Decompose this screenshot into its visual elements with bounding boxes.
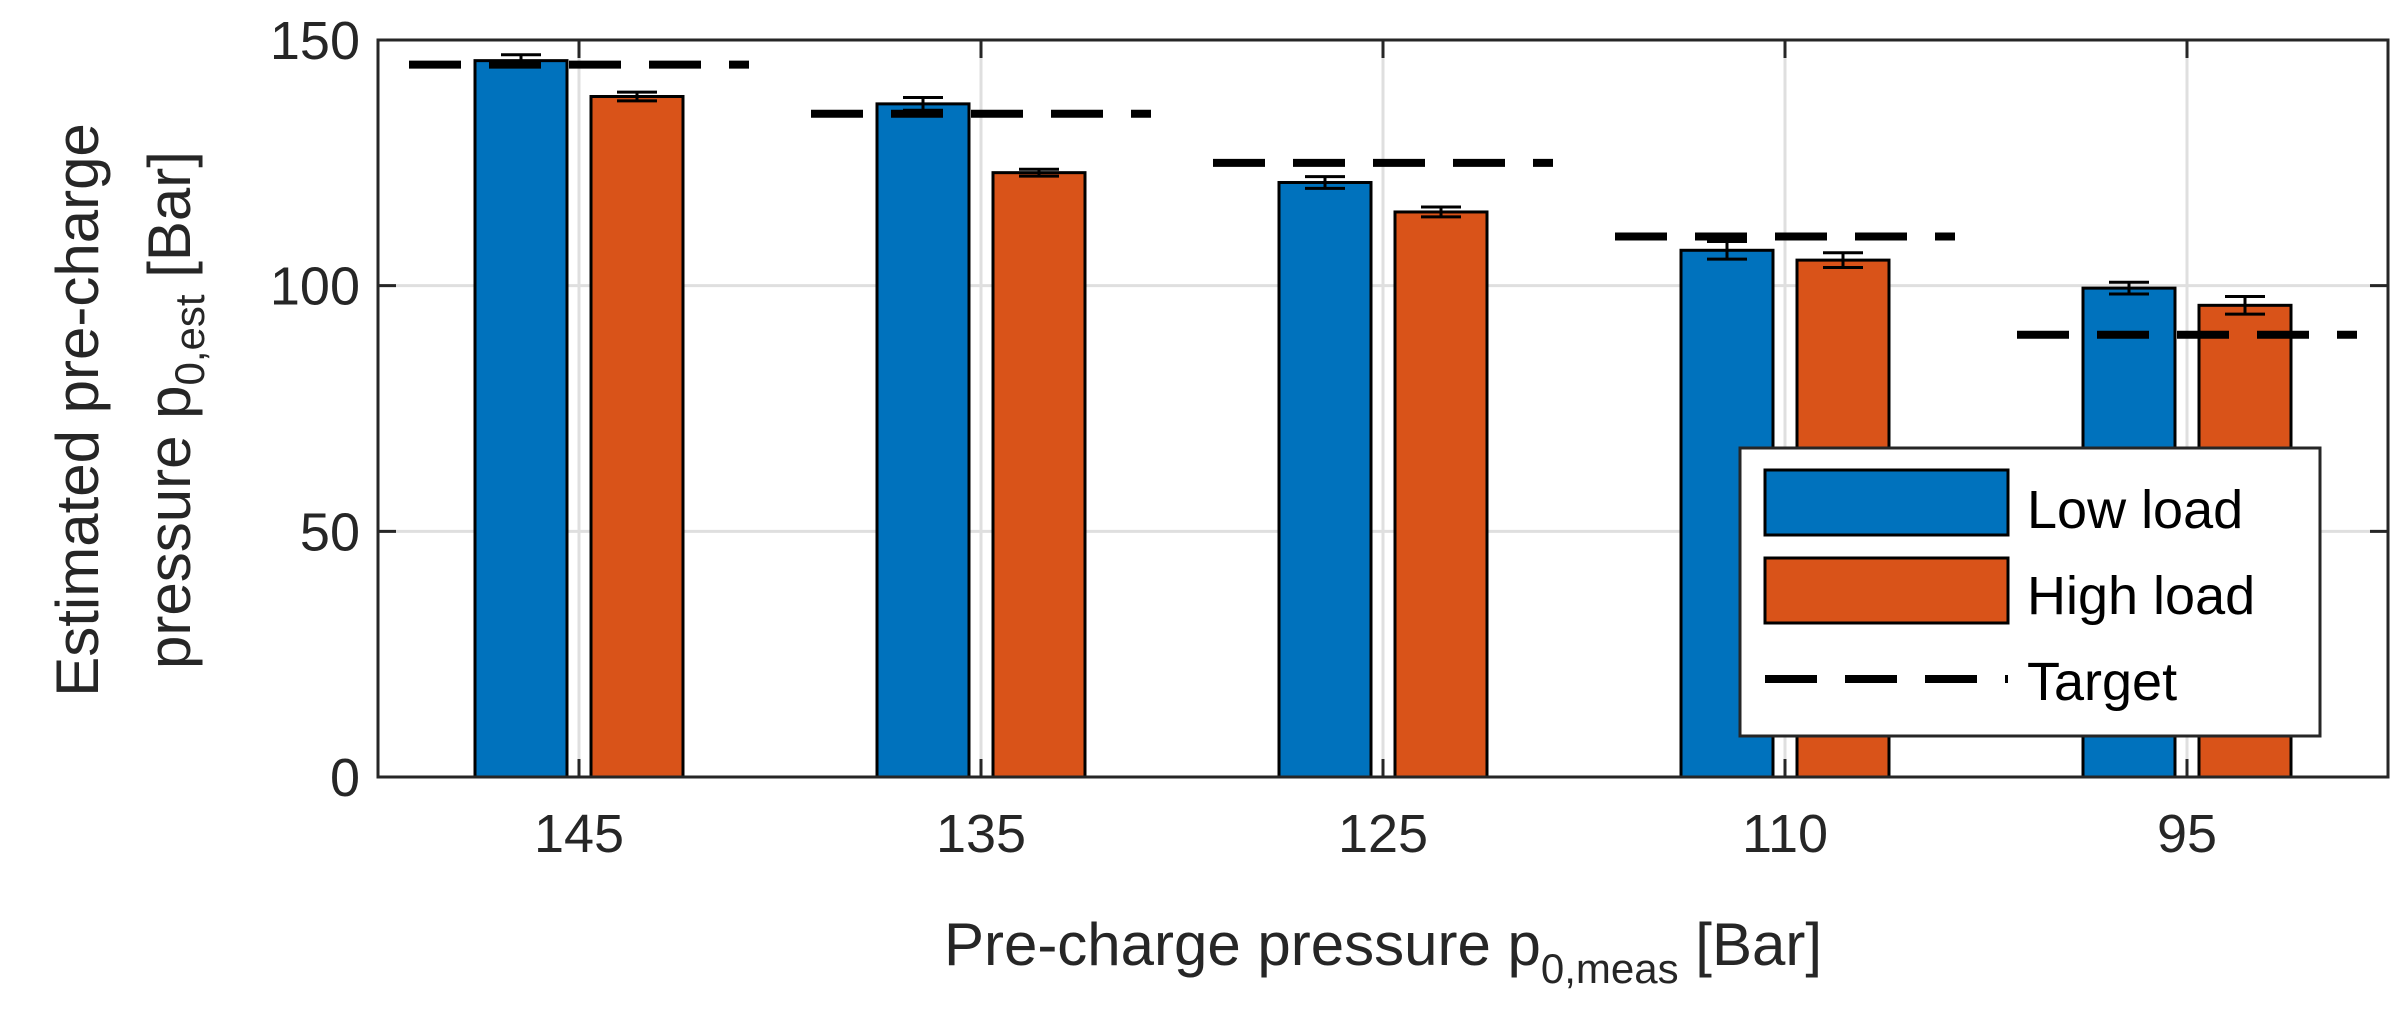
x-axis-label-unit: [Bar] <box>1679 911 1822 978</box>
x-tick-label: 135 <box>936 804 1026 864</box>
legend-swatch-low-load <box>1763 468 2010 537</box>
x-axis-label: Pre-charge pressure p0,meas [Bar] <box>944 911 1822 992</box>
y-tick-label: 100 <box>270 257 360 317</box>
error-bars <box>501 53 2265 316</box>
y-axis-label-unit: [Bar] <box>136 151 203 294</box>
x-tick-label: 95 <box>2157 804 2217 864</box>
legend-label-low-load: Low load <box>2027 480 2243 540</box>
legend-label-high-load: High load <box>2027 566 2255 626</box>
bar-high-load <box>991 171 1087 779</box>
y-tick-label: 50 <box>300 502 360 562</box>
x-tick-label: 110 <box>1742 804 1828 864</box>
x-tick-label: 145 <box>534 804 624 864</box>
legend: Low load High load Target <box>1738 446 2322 738</box>
y-axis-label: Estimated pre-charge pressure p0,est [Ba… <box>44 123 213 697</box>
bar-low-load <box>875 102 971 779</box>
y-tick-label: 150 <box>270 11 360 71</box>
x-axis-label-subscript: 0,meas <box>1541 945 1679 992</box>
y-axis-label-main: pressure p <box>136 385 203 668</box>
bar-high-load <box>589 95 685 779</box>
y-tick-label: 0 <box>330 748 360 808</box>
axis-ticks: 0 50 100 150 145 135 125 110 95 <box>270 11 2388 864</box>
legend-swatch-high-load <box>1763 556 2010 625</box>
y-axis-label-line2: pressure p0,est [Bar] <box>136 151 213 669</box>
x-tick-label: 125 <box>1338 804 1428 864</box>
bar-low-load <box>1277 180 1373 779</box>
bar-high-load <box>1393 210 1489 779</box>
bar-low-load <box>473 59 569 779</box>
target-lines <box>409 60 2357 339</box>
y-axis-label-subscript: 0,est <box>166 294 213 385</box>
legend-label-target: Target <box>2027 652 2177 712</box>
x-axis-label-main: Pre-charge pressure p <box>944 911 1541 978</box>
y-axis-label-line1: Estimated pre-charge <box>44 123 111 697</box>
